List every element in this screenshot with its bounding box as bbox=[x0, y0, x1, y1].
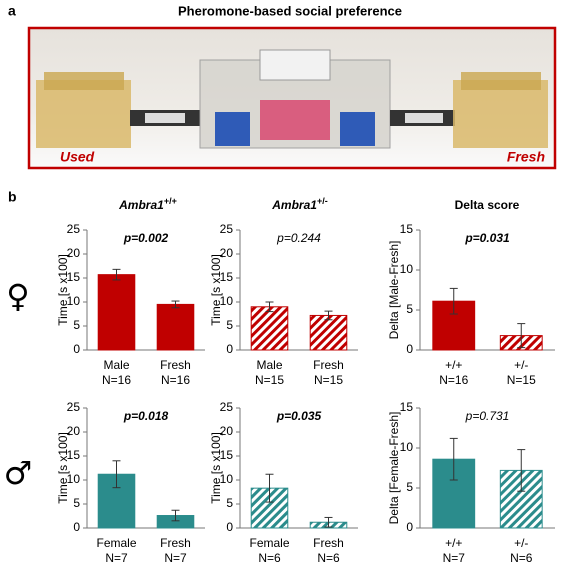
y-tick-label: 5 bbox=[406, 480, 413, 494]
column-title: Ambra1+/+ bbox=[118, 196, 177, 212]
panel-label: a bbox=[8, 3, 16, 19]
y-tick-label: 20 bbox=[67, 424, 81, 438]
y-tick-label: 25 bbox=[220, 400, 234, 414]
y-tick-label: 0 bbox=[226, 342, 233, 356]
y-tick-label: 5 bbox=[226, 496, 233, 510]
y-tick-label: 20 bbox=[220, 424, 234, 438]
y-tick-label: 25 bbox=[67, 400, 81, 414]
bar bbox=[250, 306, 289, 351]
y-axis-label: Time [s x100] bbox=[209, 254, 223, 326]
bar bbox=[309, 314, 348, 351]
y-axis-label: Delta [Male-Fresh] bbox=[387, 241, 401, 340]
y-tick-label: 25 bbox=[67, 222, 81, 236]
n-label: N=15 bbox=[314, 373, 343, 387]
x-tick-label: Female bbox=[249, 536, 289, 550]
y-tick-label: 10 bbox=[400, 440, 414, 454]
y-tick-label: 5 bbox=[73, 496, 80, 510]
annotation: p=0.731 bbox=[465, 409, 510, 423]
y-tick-label: 20 bbox=[67, 246, 81, 260]
y-tick-label: 0 bbox=[406, 342, 413, 356]
y-tick-label: 10 bbox=[220, 294, 234, 308]
annotation: p=0.018 bbox=[123, 409, 169, 423]
x-tick-label: Fresh bbox=[313, 536, 344, 550]
n-label: N=16 bbox=[161, 373, 190, 387]
x-tick-label: +/- bbox=[514, 536, 528, 550]
annotation: p=0.031 bbox=[464, 231, 510, 245]
y-tick-label: 15 bbox=[67, 448, 81, 462]
n-label: N=7 bbox=[443, 551, 466, 565]
x-tick-label: +/+ bbox=[445, 536, 462, 550]
y-tick-label: 10 bbox=[67, 294, 81, 308]
n-label: N=7 bbox=[105, 551, 128, 565]
y-tick-label: 10 bbox=[220, 472, 234, 486]
x-tick-label: Fresh bbox=[160, 358, 191, 372]
bar bbox=[97, 274, 136, 351]
photo-label: Used bbox=[60, 149, 95, 165]
x-tick-label: +/- bbox=[514, 358, 528, 372]
n-label: N=6 bbox=[510, 551, 533, 565]
y-tick-label: 15 bbox=[67, 270, 81, 284]
y-axis-label: Delta [Female-Fresh] bbox=[387, 412, 401, 525]
annotation: p=0.244 bbox=[276, 231, 321, 245]
y-tick-label: 5 bbox=[73, 318, 80, 332]
x-tick-label: Male bbox=[256, 358, 282, 372]
y-tick-label: 25 bbox=[220, 222, 234, 236]
annotation: p=0.035 bbox=[276, 409, 322, 423]
n-label: N=16 bbox=[102, 373, 131, 387]
x-tick-label: Fresh bbox=[160, 536, 191, 550]
y-tick-label: 0 bbox=[406, 520, 413, 534]
column-title: Ambra1+/- bbox=[271, 196, 327, 212]
n-label: N=7 bbox=[164, 551, 187, 565]
annotation: p=0.002 bbox=[123, 231, 169, 245]
photo-title: Pheromone-based social preference bbox=[178, 3, 402, 18]
n-label: N=15 bbox=[255, 373, 284, 387]
row-symbol: ♀ bbox=[6, 277, 29, 315]
n-label: N=15 bbox=[507, 373, 536, 387]
y-tick-label: 10 bbox=[67, 472, 81, 486]
n-label: N=6 bbox=[317, 551, 340, 565]
y-tick-label: 5 bbox=[226, 318, 233, 332]
y-axis-label: Time [s x100] bbox=[56, 254, 70, 326]
y-tick-label: 5 bbox=[406, 302, 413, 316]
panel-label: b bbox=[8, 189, 17, 205]
y-tick-label: 0 bbox=[73, 342, 80, 356]
bar bbox=[156, 303, 195, 351]
column-title: Delta score bbox=[455, 198, 520, 212]
y-tick-label: 15 bbox=[220, 448, 234, 462]
y-tick-label: 20 bbox=[220, 246, 234, 260]
row-symbol: ♂ bbox=[4, 454, 33, 492]
n-label: N=16 bbox=[439, 373, 468, 387]
y-tick-label: 0 bbox=[73, 520, 80, 534]
x-tick-label: Female bbox=[96, 536, 136, 550]
y-tick-label: 15 bbox=[220, 270, 234, 284]
x-tick-label: Fresh bbox=[313, 358, 344, 372]
n-label: N=6 bbox=[258, 551, 281, 565]
y-tick-label: 10 bbox=[400, 262, 414, 276]
y-axis-label: Time [s x100] bbox=[56, 432, 70, 504]
x-tick-label: Male bbox=[103, 358, 129, 372]
x-tick-label: +/+ bbox=[445, 358, 462, 372]
y-axis-label: Time [s x100] bbox=[209, 432, 223, 504]
photo-label: Fresh bbox=[507, 149, 545, 165]
photo bbox=[27, 26, 557, 170]
y-tick-label: 15 bbox=[400, 400, 414, 414]
y-tick-label: 15 bbox=[400, 222, 414, 236]
y-tick-label: 0 bbox=[226, 520, 233, 534]
